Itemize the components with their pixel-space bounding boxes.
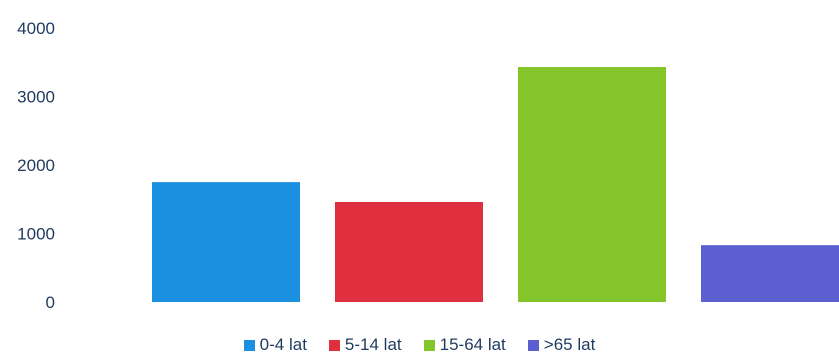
y-axis: 0 1000 2000 3000 4000: [17, 19, 55, 312]
legend-item: 5-14 lat: [328, 335, 402, 355]
legend-swatch: [328, 339, 340, 351]
bar-15-64-lat: [518, 67, 666, 302]
legend-item: >65 lat: [527, 335, 596, 355]
legend-label: 0-4 lat: [259, 335, 307, 354]
y-tick-label: 0: [46, 293, 55, 312]
y-tick-label: 3000: [17, 88, 55, 107]
y-tick-label: 1000: [17, 225, 55, 244]
legend-swatch: [243, 339, 255, 351]
legend-swatch: [527, 339, 539, 351]
legend-label: 15-64 lat: [439, 335, 506, 354]
bar-0-4-lat: [152, 182, 300, 302]
legend-label: 5-14 lat: [344, 335, 402, 354]
legend-swatch: [423, 339, 435, 351]
legend-label: >65 lat: [543, 335, 596, 354]
legend-item: 15-64 lat: [423, 335, 506, 355]
bar-5-14-lat: [335, 201, 483, 302]
bars: [152, 67, 839, 302]
legend: 0-4 lat 5-14 lat 15-64 lat >65 lat: [0, 333, 839, 357]
y-tick-label: 4000: [17, 19, 55, 38]
bar-65-lat: [701, 245, 839, 302]
y-tick-label: 2000: [17, 156, 55, 175]
legend-item: 0-4 lat: [243, 335, 307, 355]
